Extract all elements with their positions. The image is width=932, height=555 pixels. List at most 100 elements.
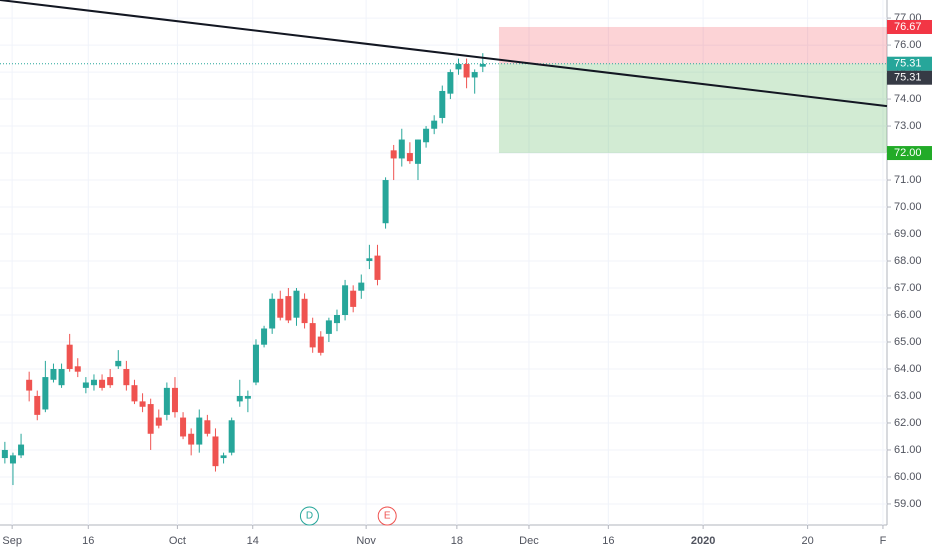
candle-body [252,344,259,383]
candle-body [423,128,430,143]
y-tick-label: 63.00 [894,390,922,402]
candle-body [220,455,227,459]
candle-body [325,320,332,334]
candle-body [301,298,308,324]
candle-body [171,387,178,413]
candle-body [463,63,470,78]
candle-body [374,255,381,280]
y-tick-label: 64.00 [894,363,922,375]
candle-body [358,282,365,291]
candle-body [147,404,154,434]
price-label-box [887,70,932,85]
candle-body [228,420,235,453]
candle-body [1,449,8,459]
candle-body [406,153,413,162]
candle-body [390,150,397,159]
price-label: 76.67 [894,21,922,33]
y-tick-label: 69.00 [894,228,922,240]
grid [0,0,887,525]
y-tick-label: 68.00 [894,255,922,267]
event-marker [299,506,319,526]
candle-body [317,336,324,353]
price-label-box [887,19,932,34]
candle-body [277,298,284,318]
x-tick-label: Nov [356,535,376,547]
candle-body [99,379,106,388]
candle-body [180,417,187,437]
price-label: 75.31 [894,72,922,84]
y-tick-label: 70.00 [894,201,922,213]
event-label: E [384,511,391,522]
y-tick-label: 62.00 [894,417,922,429]
candle-body [90,379,97,386]
target-zone [498,63,887,154]
candle-body [42,377,49,410]
candle-body [107,377,114,386]
y-tick-label: 67.00 [894,282,922,294]
x-tick-label: 18 [451,535,463,547]
candle-body [293,290,300,318]
candle-body [285,296,292,321]
trend-line [0,0,888,108]
event-marker [377,506,397,526]
candle-body [236,395,243,402]
y-tick-label: 66.00 [894,309,922,321]
candle-body [204,420,211,434]
candle-body [431,120,438,129]
candle-body [58,368,65,386]
x-tick-label: Sep [2,535,22,547]
candle-body [74,366,81,372]
x-tick-label: 14 [247,535,259,547]
candle-body [439,90,446,118]
axes: 59.00 60.00 61.00 62.00 63.00 64.00 65.00 66.00… [2,12,932,547]
candle-body [131,385,138,402]
y-tick-label: 76.00 [894,39,922,51]
candle-body [244,395,251,399]
candle-body [34,395,41,415]
candle-body [82,382,89,388]
event-label: D [306,511,313,522]
price-label-box [887,146,932,161]
candle-body [414,139,421,164]
y-tick-label: 65.00 [894,336,922,348]
y-tick-label: 59.00 [894,498,922,510]
candle-body [115,360,122,367]
candle-body [261,328,268,345]
candle-body [398,139,405,159]
x-tick-label: 2020 [691,535,715,547]
x-tick-label: Oct [169,535,186,547]
candle-body [26,379,33,391]
candle-body [188,433,195,445]
candle-body [9,455,16,464]
candle-body [139,401,146,407]
y-tick-label: 74.00 [894,93,922,105]
candle-body [123,368,130,386]
price-label-box [887,56,932,71]
candle-body [212,436,219,467]
candle-body [382,180,389,224]
y-tick-label: 71.00 [894,174,922,186]
x-tick-label: 16 [82,535,94,547]
candle-body [471,72,478,78]
y-tick-label: 61.00 [894,444,922,456]
stop-zone [498,26,887,64]
y-tick-label: 60.00 [894,471,922,483]
candle-body [66,344,73,369]
candle-body [447,72,454,94]
candle-body [269,298,276,329]
candle-body [50,368,57,380]
candle-body [196,417,203,445]
candle-body [333,315,340,324]
candle-body [479,63,486,67]
candle-body [155,417,162,426]
candle-body [18,444,25,456]
price-label: 75.31 [894,58,922,70]
candle-body [366,258,373,262]
candle-body [163,387,170,415]
y-tick-label: 73.00 [894,120,922,132]
price-label: 72.00 [894,147,922,159]
x-tick-label: 16 [602,535,614,547]
